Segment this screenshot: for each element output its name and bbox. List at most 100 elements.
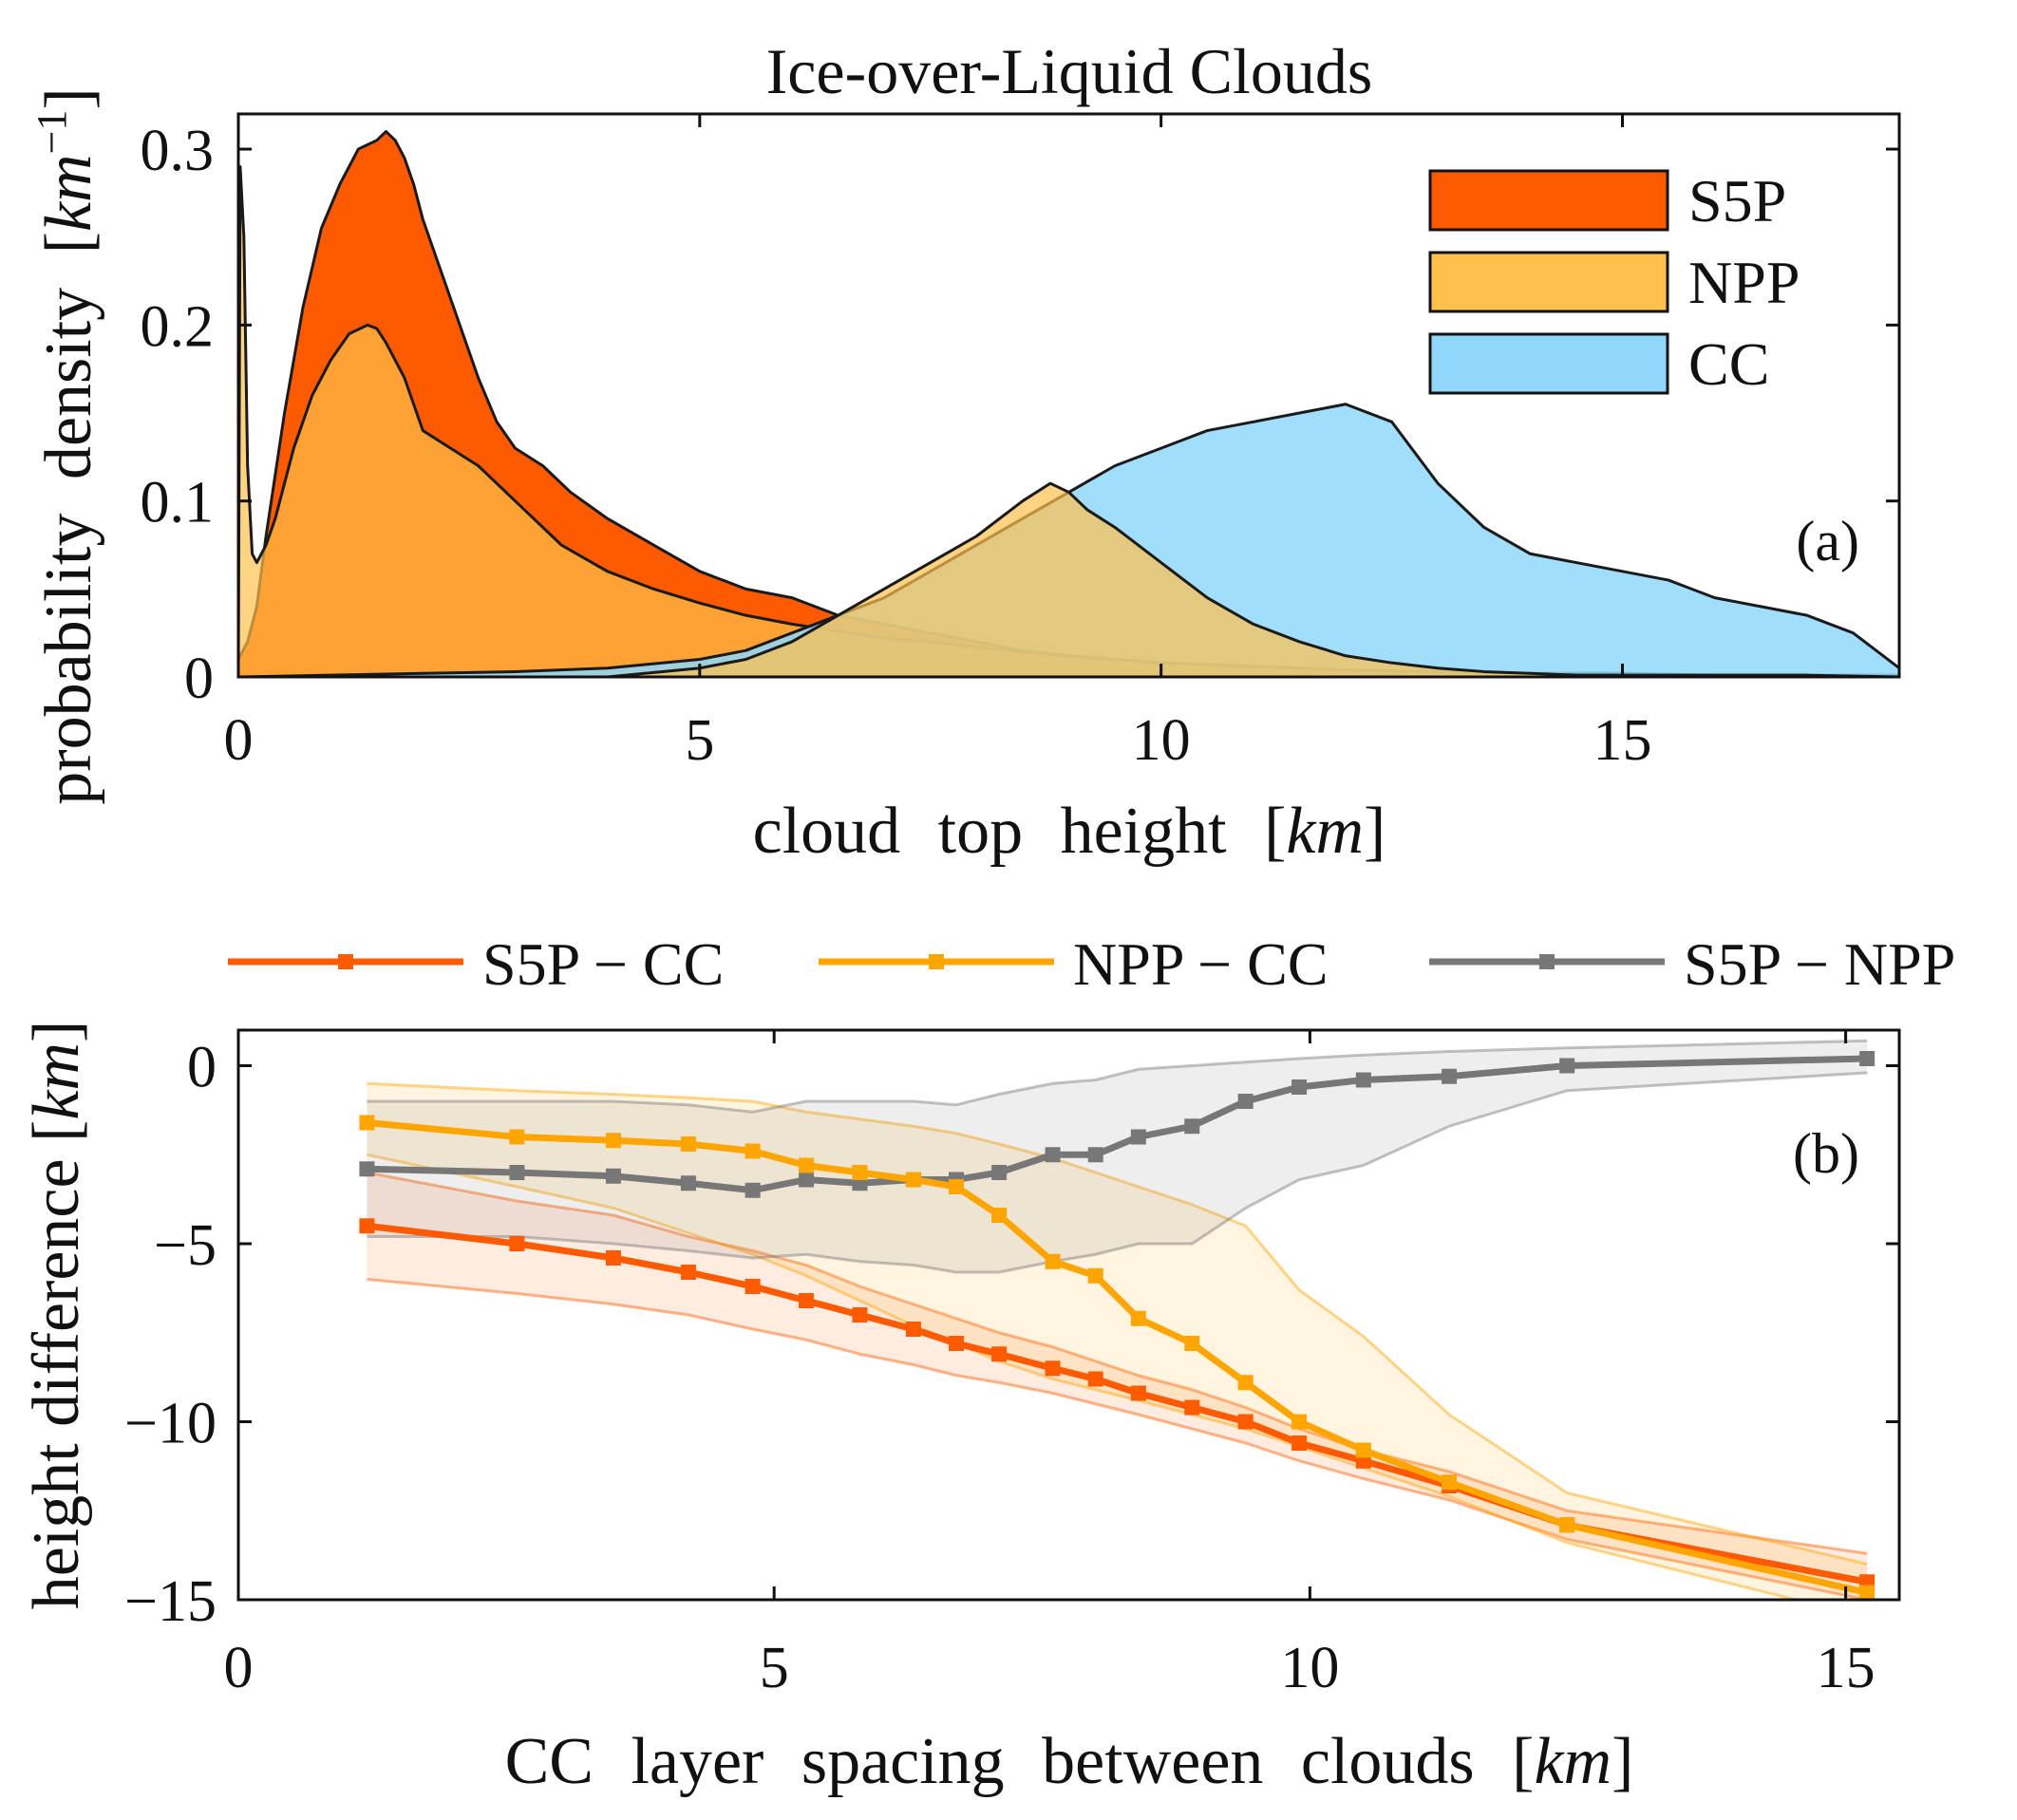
a-xtick-label: 0 xyxy=(224,708,254,773)
panel-a-ylabel-unit: km xyxy=(32,154,105,232)
a-ytick-label: 0.1 xyxy=(141,471,215,535)
point-npp-cc xyxy=(852,1165,868,1180)
point-s5p-cc xyxy=(1087,1371,1103,1387)
point-s5p-npp xyxy=(1087,1147,1103,1163)
panel-a-xlabel: cloud top height [km] xyxy=(753,795,1386,868)
point-s5p-npp xyxy=(1045,1147,1061,1163)
panel-b-plot-area xyxy=(359,1039,1876,1600)
band-npp-cc xyxy=(367,1083,1868,1600)
legend-marker-s5p-npp xyxy=(1539,954,1555,969)
b-ytick-label: −10 xyxy=(124,1392,217,1456)
point-npp-cc xyxy=(1559,1517,1575,1533)
panel-b-ylabel-unit: km xyxy=(20,1042,93,1120)
panel-a-xlabel-text: cloud top height xyxy=(753,795,1227,868)
panel-a-ylabel-unit-exp: −1 xyxy=(28,110,75,155)
point-s5p-cc xyxy=(359,1218,375,1234)
panel-b-xlabel: CC layer spacing between clouds [km] xyxy=(505,1725,1634,1798)
point-npp-cc xyxy=(905,1172,921,1188)
b-xtick-label: 5 xyxy=(760,1636,789,1700)
panel-b-ticks: 0 5 10 15 0 −5 −10 −15 xyxy=(124,1030,1899,1700)
b-ytick-label: 0 xyxy=(187,1036,217,1100)
point-npp-cc xyxy=(799,1157,815,1173)
band-upper-npp-cc xyxy=(367,1081,1868,1566)
point-s5p-npp xyxy=(509,1165,525,1180)
point-npp-cc xyxy=(1130,1310,1146,1326)
point-s5p-npp xyxy=(1355,1072,1371,1088)
panel-b-series xyxy=(359,1039,1876,1600)
point-npp-cc xyxy=(359,1115,375,1131)
point-s5p-cc xyxy=(852,1307,868,1323)
a-xtick-label: 5 xyxy=(685,708,714,773)
point-s5p-npp xyxy=(1291,1079,1308,1095)
point-s5p-npp xyxy=(359,1161,375,1177)
point-s5p-cc xyxy=(991,1346,1008,1362)
legend-swatch-s5p xyxy=(1428,169,1669,232)
point-npp-cc xyxy=(949,1179,965,1194)
point-npp-cc xyxy=(1442,1474,1458,1491)
point-s5p-npp xyxy=(1442,1068,1458,1084)
point-npp-cc xyxy=(605,1133,621,1149)
point-s5p-npp xyxy=(680,1175,696,1191)
point-s5p-cc xyxy=(509,1236,525,1251)
point-npp-cc xyxy=(509,1129,525,1145)
a-xtick-label: 15 xyxy=(1593,708,1652,773)
point-s5p-cc xyxy=(1045,1360,1061,1377)
point-npp-cc xyxy=(745,1143,761,1159)
a-ytick-label: 0.3 xyxy=(141,119,215,183)
b-xtick-label: 15 xyxy=(1817,1636,1876,1700)
point-s5p-cc xyxy=(680,1265,696,1280)
panel-a-legend: S5P NPP CC xyxy=(1428,167,1800,398)
point-npp-cc xyxy=(1045,1253,1061,1269)
point-s5p-npp xyxy=(1859,1051,1876,1066)
point-s5p-npp xyxy=(799,1172,815,1188)
legend-label-cc: CC xyxy=(1688,330,1769,398)
b-ytick-label: −5 xyxy=(154,1213,217,1278)
point-s5p-cc xyxy=(799,1293,815,1308)
point-npp-cc xyxy=(1291,1414,1308,1430)
panel-a-ylabel-text: probability density xyxy=(32,288,105,805)
legend-label-npp-cc: NPP − CC xyxy=(1073,930,1329,998)
legend-swatch-npp xyxy=(1428,251,1669,313)
figure-title: Ice-over-Liquid Clouds xyxy=(766,35,1373,107)
legend-marker-s5p-cc xyxy=(338,954,353,969)
panel-b-legend: S5P − CC NPP − CC S5P − NPP xyxy=(228,930,1955,998)
point-s5p-npp xyxy=(1184,1118,1200,1135)
line-s5p-cc xyxy=(366,1222,1868,1585)
point-npp-cc xyxy=(1087,1267,1103,1284)
b-xtick-label: 10 xyxy=(1280,1636,1339,1700)
b-ytick-label: −15 xyxy=(124,1569,217,1634)
point-s5p-cc xyxy=(1130,1385,1146,1401)
panel-b-xlabel-text: CC layer spacing between clouds xyxy=(505,1725,1475,1798)
band-lower-s5p-npp xyxy=(367,1071,1868,1274)
panel-b-xlabel-unit: km xyxy=(1534,1725,1612,1798)
a-ytick-label: 0 xyxy=(184,647,214,711)
area-npp-second-mode xyxy=(606,481,1901,679)
band-lower-s5p-cc xyxy=(367,1278,1868,1600)
point-s5p-cc xyxy=(745,1279,761,1294)
point-s5p-cc xyxy=(605,1250,621,1266)
band-s5p-npp xyxy=(367,1041,1868,1272)
point-s5p-npp xyxy=(1559,1058,1575,1074)
panel-a-xlabel-unit: km xyxy=(1286,795,1364,868)
band-upper-s5p-npp xyxy=(367,1039,1868,1114)
point-s5p-cc xyxy=(905,1322,921,1337)
panel-a-axes-box xyxy=(236,112,1901,679)
band-lower-npp-cc xyxy=(367,1153,1802,1600)
b-xtick-label: 0 xyxy=(224,1636,254,1700)
point-s5p-npp xyxy=(991,1165,1008,1180)
point-s5p-npp xyxy=(1237,1094,1254,1109)
panel-b-ylabel-text: height difference xyxy=(20,1158,93,1609)
legend-swatch-cc xyxy=(1428,332,1669,395)
point-npp-cc xyxy=(1355,1442,1371,1458)
legend-label-s5p-cc: S5P − CC xyxy=(482,930,724,998)
a-ytick-label: 0.2 xyxy=(141,294,215,359)
line-s5p-npp xyxy=(367,1055,1868,1194)
a-xtick-label: 10 xyxy=(1132,708,1191,773)
point-npp-cc xyxy=(991,1208,1008,1223)
point-npp-cc xyxy=(680,1136,696,1152)
point-npp-cc xyxy=(1237,1375,1254,1391)
panel-a-ticks: 0 5 10 15 0 0.1 0.2 0.3 xyxy=(141,114,1899,773)
panel-b-axes-box xyxy=(236,1028,1901,1602)
point-s5p-npp xyxy=(605,1168,621,1184)
